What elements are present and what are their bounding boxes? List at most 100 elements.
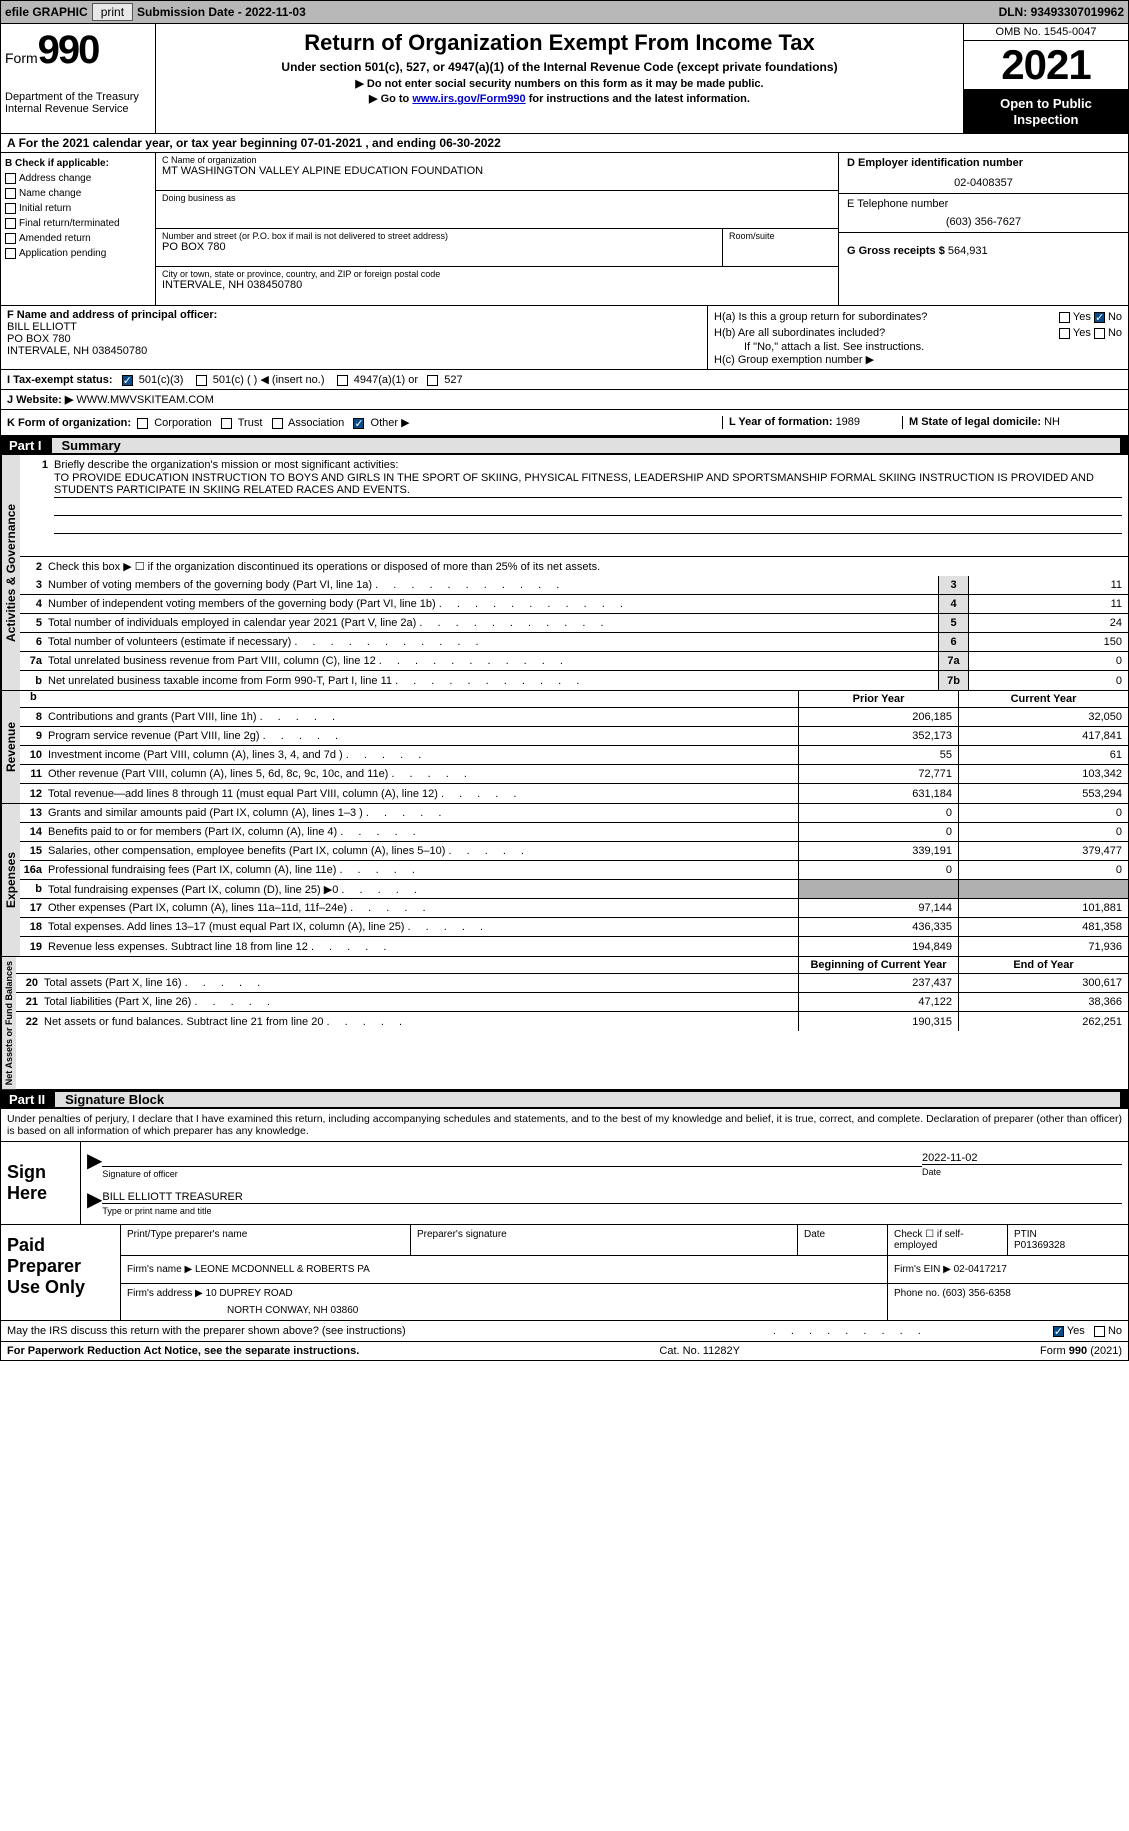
- part1-header: Part I Summary: [1, 436, 1128, 455]
- irs-label: Internal Revenue Service: [5, 103, 151, 115]
- summary-row: 19 Revenue less expenses. Subtract line …: [20, 937, 1128, 956]
- street-label: Number and street (or P.O. box if mail i…: [162, 231, 716, 241]
- form-title: Return of Organization Exempt From Incom…: [164, 28, 955, 58]
- gross-value: 564,931: [948, 245, 988, 257]
- summary-row: 22 Net assets or fund balances. Subtract…: [16, 1012, 1128, 1031]
- mission-text: TO PROVIDE EDUCATION INSTRUCTION TO BOYS…: [54, 471, 1122, 498]
- instruction-ssn: ▶ Do not enter social security numbers o…: [164, 76, 955, 91]
- boy-header: Beginning of Current Year: [798, 957, 958, 973]
- ha-no[interactable]: [1094, 312, 1105, 323]
- sig-date: 2022-11-02: [922, 1148, 1122, 1165]
- ein-label: D Employer identification number: [847, 157, 1120, 169]
- summary-row: 14 Benefits paid to or for members (Part…: [20, 823, 1128, 842]
- side-revenue: Revenue: [1, 691, 20, 803]
- hb-no[interactable]: [1094, 328, 1105, 339]
- submission-date-label: Submission Date - 2022-11-03: [137, 5, 306, 19]
- check-self-employed: Check ☐ if self-employed: [888, 1225, 1008, 1255]
- gross-label: G Gross receipts $: [847, 245, 948, 257]
- org-name: MT WASHINGTON VALLEY ALPINE EDUCATION FO…: [162, 165, 832, 177]
- ha-yes[interactable]: [1059, 312, 1070, 323]
- name-title-label: Type or print name and title: [102, 1206, 1122, 1216]
- check-527[interactable]: [427, 375, 438, 386]
- hc-label: H(c) Group exemption number ▶: [714, 353, 1122, 366]
- header-left: Form 990 Department of the Treasury Inte…: [1, 24, 156, 133]
- check-name-change[interactable]: [5, 188, 16, 199]
- firm-ein: 02-0417217: [954, 1264, 1007, 1275]
- part2-header: Part II Signature Block: [1, 1090, 1128, 1109]
- column-d: D Employer identification number 02-0408…: [838, 153, 1128, 305]
- arrow-icon: ▶: [87, 1187, 102, 1216]
- summary-row: 10 Investment income (Part VIII, column …: [20, 746, 1128, 765]
- summary-row: 8 Contributions and grants (Part VIII, l…: [20, 708, 1128, 727]
- line-a: A For the 2021 calendar year, or tax yea…: [1, 134, 1128, 153]
- officer-name: BILL ELLIOTT: [7, 321, 701, 333]
- summary-row: 12 Total revenue—add lines 8 through 11 …: [20, 784, 1128, 803]
- check-address-change[interactable]: [5, 173, 16, 184]
- street-value: PO BOX 780: [162, 241, 716, 253]
- column-f: F Name and address of principal officer:…: [1, 306, 708, 369]
- header-right: OMB No. 1545-0047 2021 Open to Public In…: [963, 24, 1128, 133]
- print-button[interactable]: print: [92, 3, 133, 21]
- omb-number: OMB No. 1545-0047: [964, 24, 1128, 41]
- prep-sig-label: Preparer's signature: [417, 1229, 791, 1240]
- check-other[interactable]: [353, 418, 364, 429]
- org-name-label: C Name of organization: [162, 155, 832, 165]
- firm-addr1: 10 DUPREY ROAD: [206, 1288, 293, 1299]
- cat-number: Cat. No. 11282Y: [359, 1345, 1040, 1357]
- hb-yes[interactable]: [1059, 328, 1070, 339]
- summary-row: 16a Professional fundraising fees (Part …: [20, 861, 1128, 880]
- date-label: Date: [804, 1229, 881, 1240]
- check-final-return[interactable]: [5, 218, 16, 229]
- summary-row: 3 Number of voting members of the govern…: [20, 576, 1128, 595]
- sign-here: Sign Here ▶ Signature of officer 2022-11…: [1, 1142, 1128, 1225]
- check-initial-return[interactable]: [5, 203, 16, 214]
- check-amended[interactable]: [5, 233, 16, 244]
- phone-value: (603) 356-6358: [942, 1288, 1010, 1299]
- form-word: Form: [5, 50, 38, 66]
- date-label: Date: [922, 1167, 1122, 1177]
- officer-addr2: INTERVALE, NH 038450780: [7, 345, 701, 357]
- check-app-pending[interactable]: [5, 248, 16, 259]
- summary-row: 6 Total number of volunteers (estimate i…: [20, 633, 1128, 652]
- summary-row: 4 Number of independent voting members o…: [20, 595, 1128, 614]
- mission-label: Briefly describe the organization's miss…: [54, 459, 1122, 471]
- summary-row: 15 Salaries, other compensation, employe…: [20, 842, 1128, 861]
- mission-section: 1 Briefly describe the organization's mi…: [20, 455, 1128, 557]
- prior-year-header: Prior Year: [798, 691, 958, 707]
- check-4947[interactable]: [337, 375, 348, 386]
- summary-row: 13 Grants and similar amounts paid (Part…: [20, 804, 1128, 823]
- summary-row: 21 Total liabilities (Part X, line 26) .…: [16, 993, 1128, 1012]
- summary-row: 9 Program service revenue (Part VIII, li…: [20, 727, 1128, 746]
- ptin-value: P01369328: [1014, 1240, 1122, 1251]
- current-year-header: Current Year: [958, 691, 1128, 707]
- check-corp[interactable]: [137, 418, 148, 429]
- line-2: 2 Check this box ▶ ☐ if the organization…: [20, 557, 1128, 576]
- revenue-section: Revenue b Prior Year Current Year 8 Cont…: [1, 691, 1128, 804]
- penalties-text: Under penalties of perjury, I declare th…: [1, 1109, 1128, 1142]
- check-trust[interactable]: [221, 418, 232, 429]
- may-irs-yes[interactable]: [1053, 1326, 1064, 1337]
- check-501c3[interactable]: [122, 375, 133, 386]
- irs-link[interactable]: www.irs.gov/Form990: [412, 93, 525, 105]
- check-assoc[interactable]: [272, 418, 283, 429]
- column-b: B Check if applicable: Address change Na…: [1, 153, 156, 305]
- section-bcd: B Check if applicable: Address change Na…: [1, 153, 1128, 306]
- row-k: K Form of organization: Corporation Trus…: [1, 410, 1128, 436]
- efile-label: efile GRAPHIC: [5, 5, 88, 19]
- hb-label: H(b) Are all subordinates included?: [714, 327, 885, 339]
- expenses-section: Expenses 13 Grants and similar amounts p…: [1, 804, 1128, 957]
- summary-row: 7a Total unrelated business revenue from…: [20, 652, 1128, 671]
- form-ref: Form 990 (2021): [1040, 1345, 1122, 1357]
- row-j: J Website: ▶ WWW.MWVSKITEAM.COM: [1, 390, 1128, 410]
- city-value: INTERVALE, NH 038450780: [162, 279, 832, 291]
- firm-ein-label: Firm's EIN ▶: [894, 1264, 954, 1275]
- row-i: I Tax-exempt status: 501(c)(3) 501(c) ( …: [1, 370, 1128, 390]
- section-fh: F Name and address of principal officer:…: [1, 306, 1128, 370]
- eoy-header: End of Year: [958, 957, 1128, 973]
- check-501c[interactable]: [196, 375, 207, 386]
- ptin-label: PTIN: [1014, 1229, 1122, 1240]
- blank-line: [54, 534, 1122, 552]
- may-irs-no[interactable]: [1094, 1326, 1105, 1337]
- city-label: City or town, state or province, country…: [162, 269, 832, 279]
- form-subtitle: Under section 501(c), 527, or 4947(a)(1)…: [164, 58, 955, 76]
